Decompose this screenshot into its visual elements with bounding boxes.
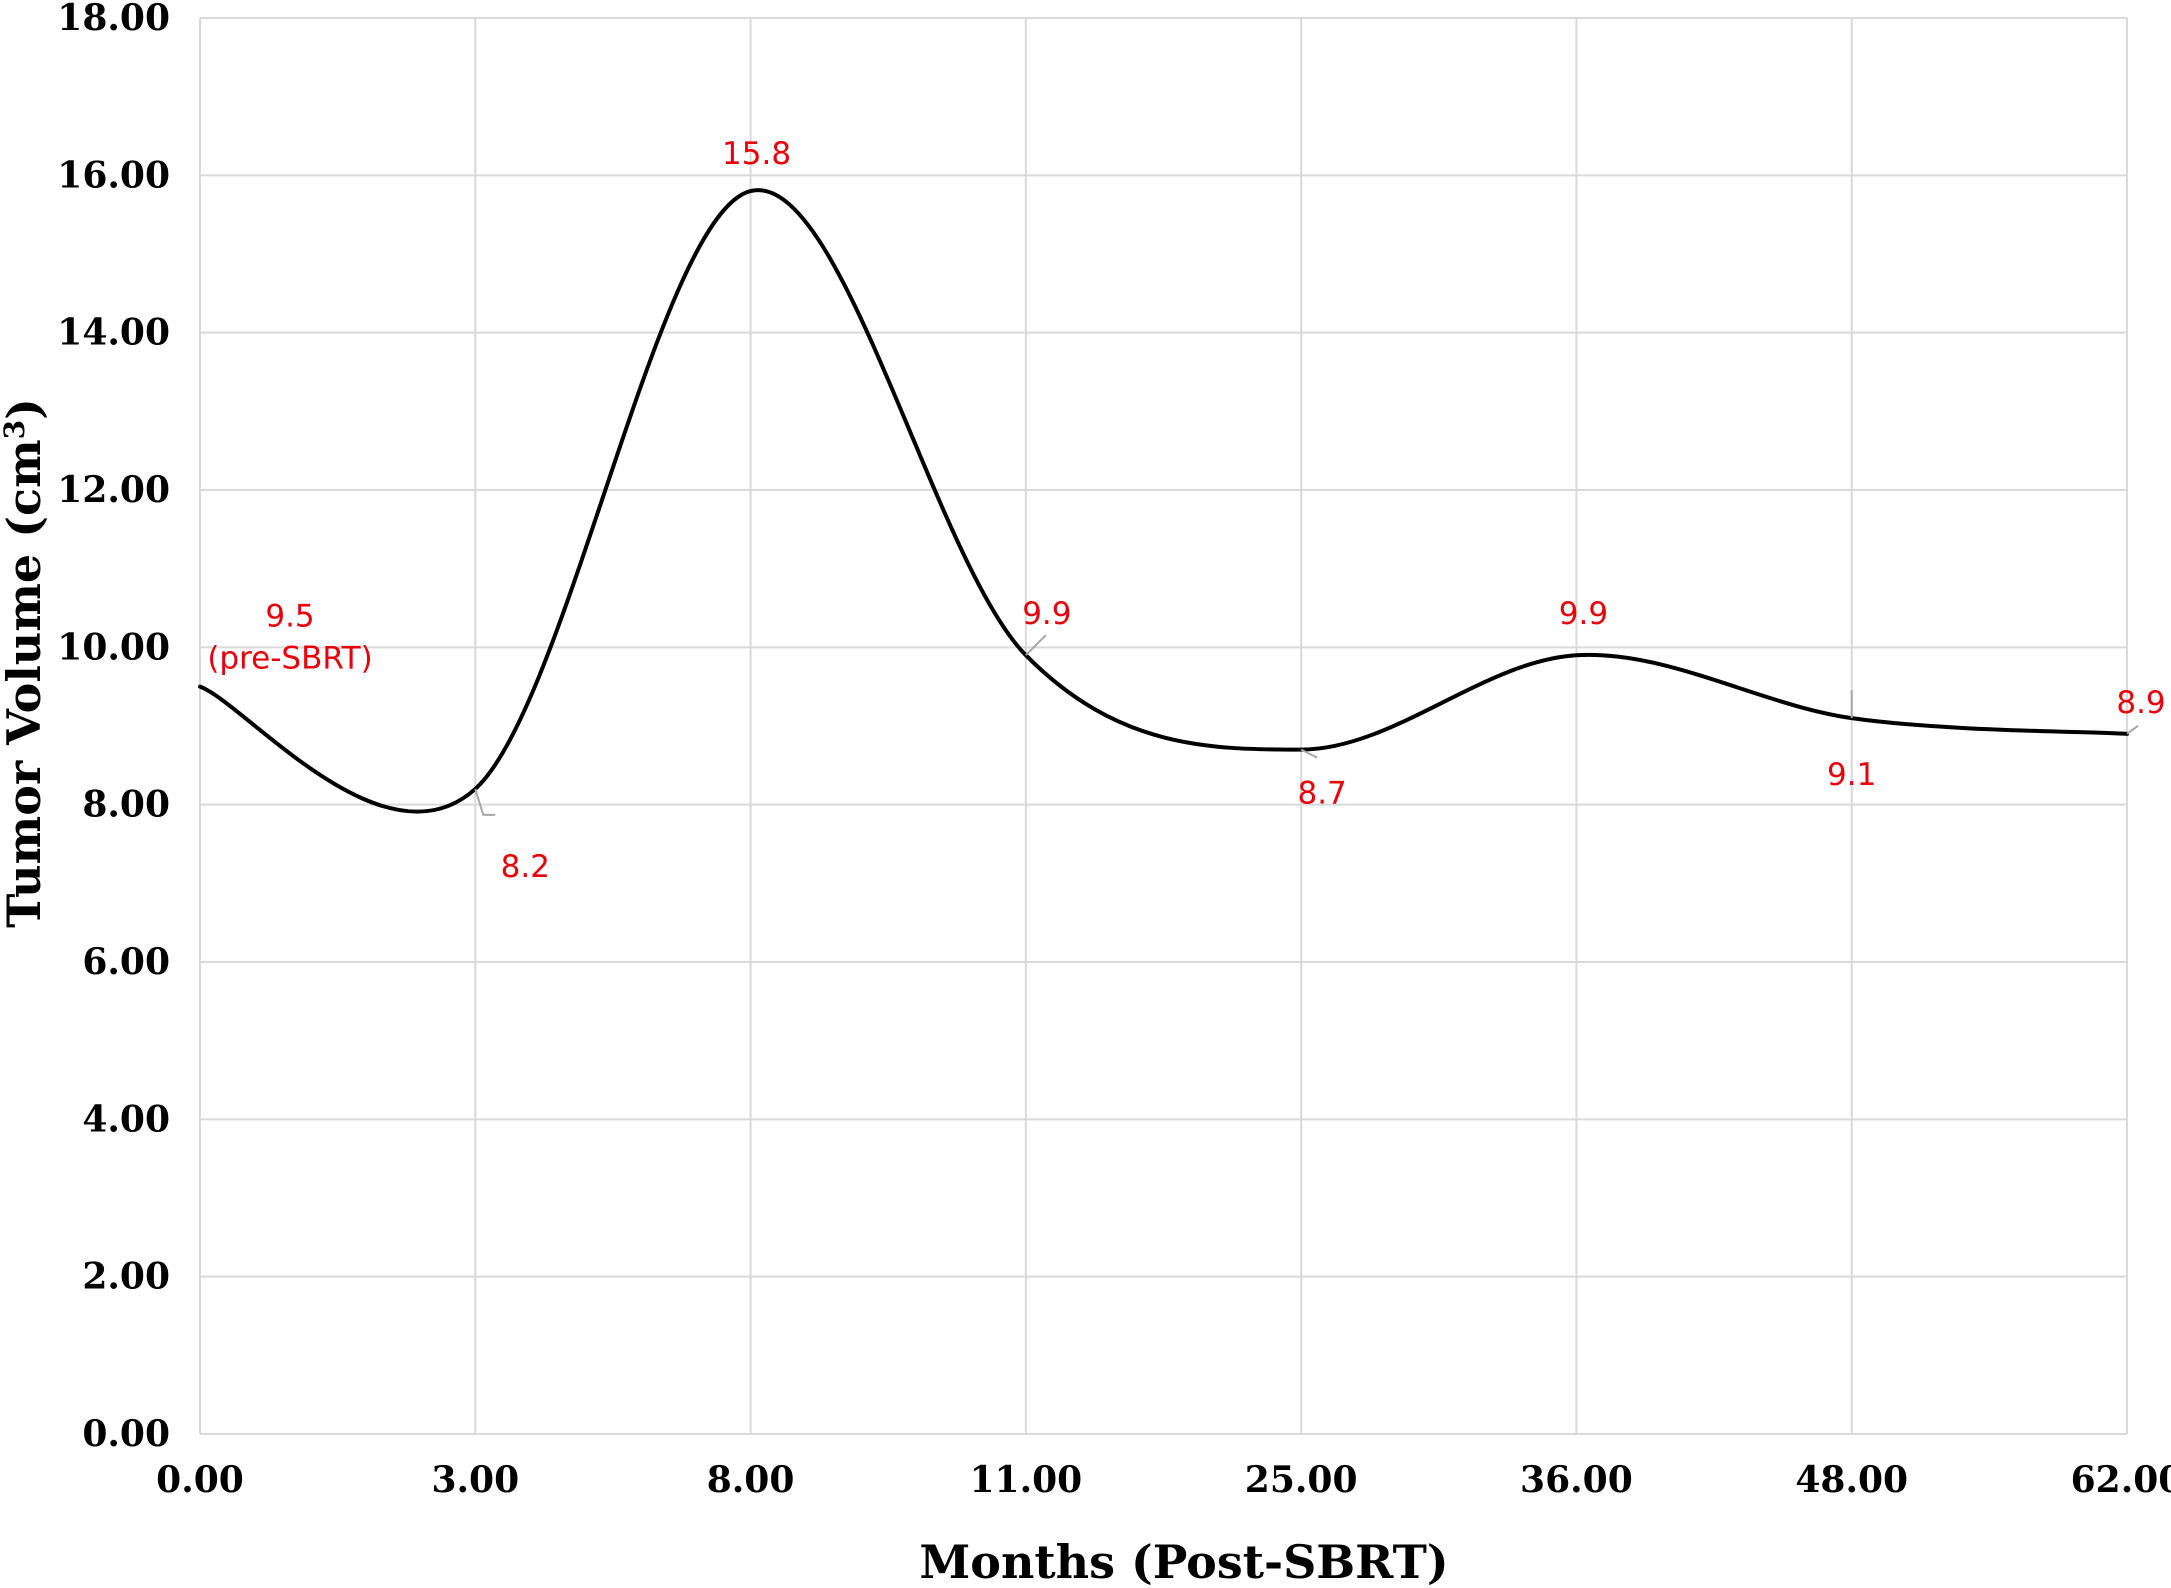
data-label: 9.5 (265, 599, 314, 635)
x-axis-title: Months (Post-SBRT) (919, 1535, 1448, 1588)
data-label: 15.8 (722, 136, 791, 172)
data-label-leader-line (1025, 634, 1047, 656)
data-label-leader-line (474, 788, 496, 816)
tumor-volume-series-line (198, 188, 2129, 814)
data-label-leader-line (1300, 748, 1318, 759)
data-labels: 9.5 (pre-SBRT) 8.2 15.8 9.9 8.7 9.9 9.1 8.9 (207, 136, 2165, 885)
x-tick-label: 62.00 (2071, 1459, 2171, 1501)
series-layer (198, 188, 2129, 814)
x-tick-label: 25.00 (1245, 1459, 1358, 1501)
data-label: 8.7 (1297, 776, 1346, 812)
y-tick-label: 14.00 (57, 312, 170, 354)
x-tick-label: 0.00 (156, 1459, 244, 1501)
y-axis-title-close: ) (0, 398, 51, 420)
y-tick-label: 16.00 (57, 154, 170, 196)
y-axis-title-superscript: 3 (0, 420, 31, 439)
data-label: 9.9 (1022, 596, 1071, 632)
x-tick-label: 3.00 (431, 1459, 519, 1501)
x-tick-label: 8.00 (707, 1459, 795, 1501)
y-tick-label: 0.00 (82, 1413, 170, 1455)
grid (199, 17, 2128, 1435)
x-tick-label: 36.00 (1520, 1459, 1633, 1501)
y-tick-label: 4.00 (82, 1098, 170, 1140)
y-tick-label: 10.00 (57, 626, 170, 668)
data-label: 9.1 (1827, 757, 1876, 793)
data-label: 8.2 (501, 849, 550, 885)
data-label: 8.9 (2116, 685, 2165, 721)
x-tick-label: 11.00 (969, 1459, 1082, 1501)
y-axis-title-main: Tumor Volume (cm (0, 439, 51, 928)
leader-lines (474, 634, 2139, 816)
y-axis-title: Tumor Volume (cm3) (0, 398, 51, 928)
y-tick-label: 2.00 (82, 1256, 170, 1298)
y-tick-label: 6.00 (82, 941, 170, 983)
y-tick-label: 8.00 (82, 784, 170, 826)
y-tick-label: 12.00 (57, 469, 170, 511)
data-label-leader-line (2126, 725, 2139, 735)
y-tick-label: 18.00 (57, 0, 170, 39)
data-label-note: (pre-SBRT) (207, 641, 372, 677)
x-axis-ticks: 0.00 3.00 8.00 11.00 25.00 36.00 48.00 62.00 (156, 1459, 2171, 1501)
x-tick-label: 48.00 (1795, 1459, 1908, 1501)
y-axis-ticks: 0.00 2.00 4.00 6.00 8.00 10.00 12.00 14.00 16.00… (57, 0, 170, 1455)
data-label: 9.9 (1559, 596, 1608, 632)
